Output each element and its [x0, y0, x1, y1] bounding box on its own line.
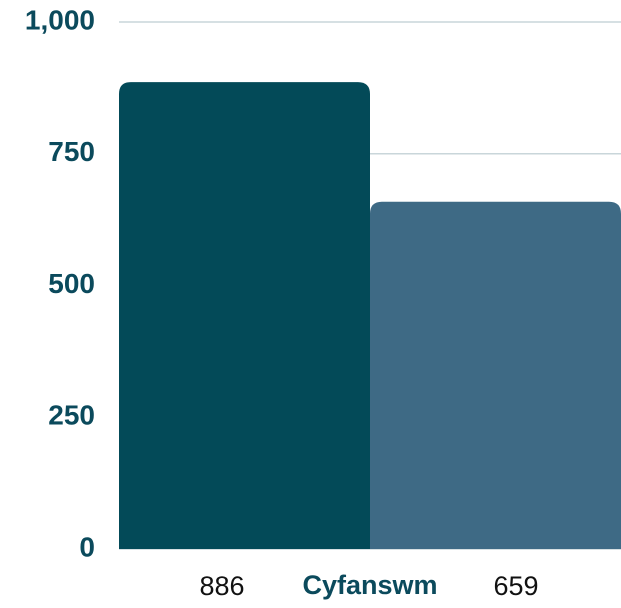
value-label: 659 — [493, 571, 538, 601]
bar — [370, 201, 621, 549]
y-tick-label: 250 — [48, 400, 95, 431]
bar — [119, 82, 370, 549]
y-tick-label: 1,000 — [25, 4, 95, 35]
y-tick-label: 500 — [48, 268, 95, 299]
y-tick-label: 0 — [79, 531, 95, 562]
value-label: 886 — [199, 571, 244, 601]
x-tick-label: Cyfanswm — [302, 570, 437, 600]
y-tick-label: 750 — [48, 136, 95, 167]
